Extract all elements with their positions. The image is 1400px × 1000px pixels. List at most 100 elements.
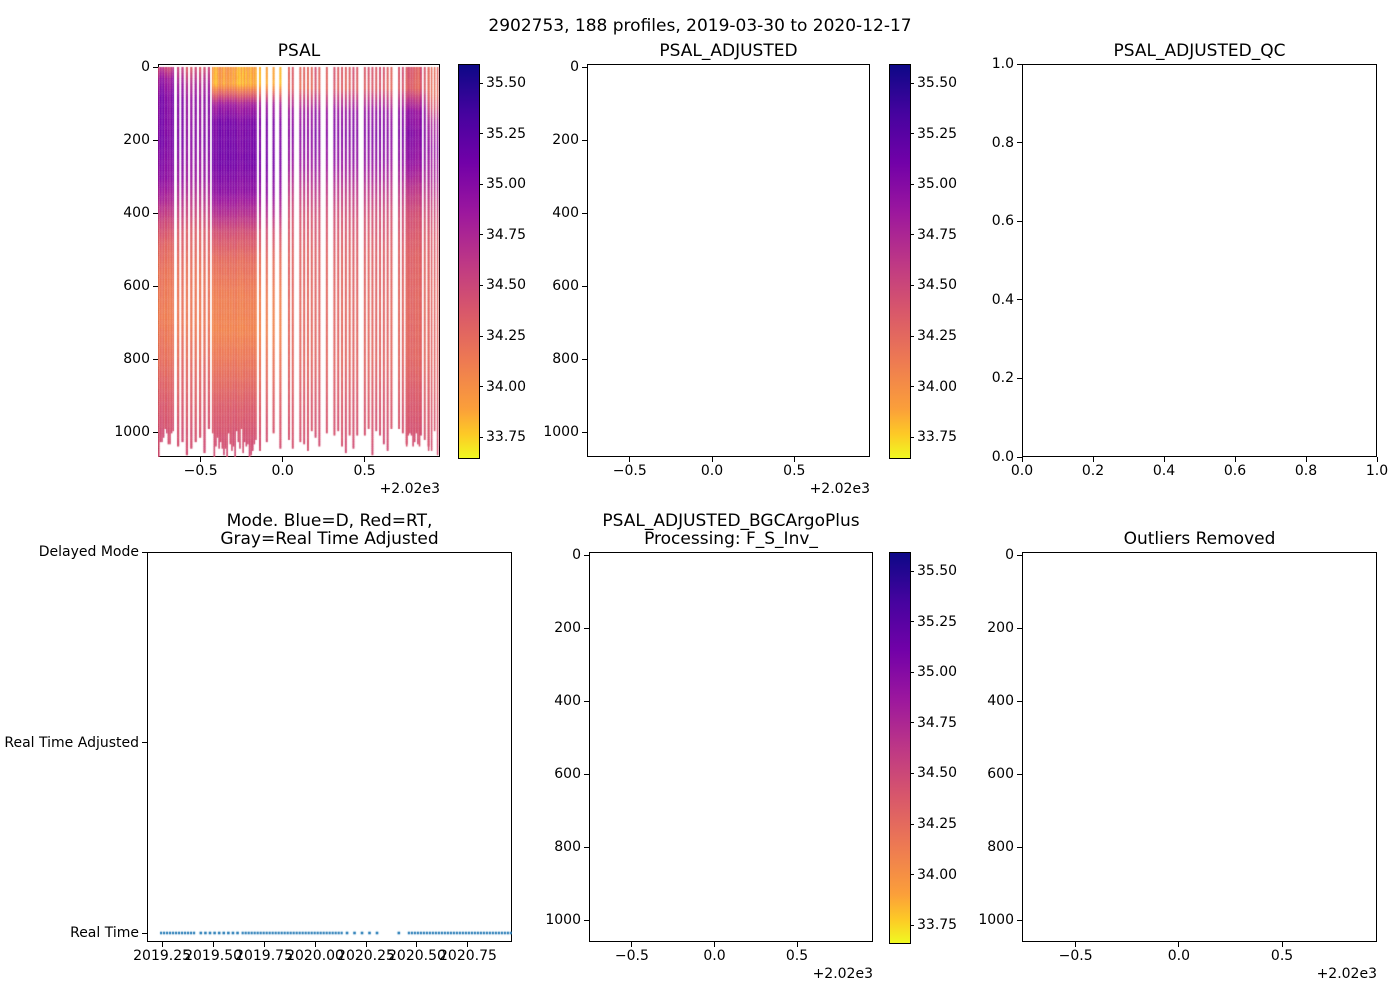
y-tick-mark [584, 773, 589, 775]
x-tick-label: 2020.25 [337, 948, 395, 964]
x-tick-mark [631, 942, 633, 947]
colorbar [458, 64, 480, 459]
y-tick-mark [582, 431, 587, 433]
y-tick-mark [582, 285, 587, 287]
x-tick-mark [793, 457, 795, 462]
y-tick-label: 800 [552, 351, 579, 368]
y-tick-label: 600 [552, 278, 579, 295]
y-tick-label: 200 [552, 132, 579, 149]
colorbar-tick-mark [910, 570, 914, 572]
y-tick-label: 0.2 [991, 370, 1014, 387]
y-tick-label: 400 [552, 205, 579, 222]
colorbar [889, 552, 911, 944]
y-tick-mark [1017, 220, 1022, 222]
y-tick-label: 400 [987, 693, 1014, 710]
colorbar-tick-mark [910, 823, 914, 825]
x-tick-mark [796, 942, 798, 947]
x-tick-mark [365, 942, 367, 947]
colorbar-tick-label: 35.00 [917, 664, 958, 681]
y-tick-label: 0 [570, 59, 579, 75]
x-offset-label: +2.02e3 [809, 481, 870, 497]
y-tick-mark [153, 66, 158, 68]
colorbar-tick-label: 34.00 [486, 378, 527, 395]
y-tick-label: 1000 [114, 424, 150, 441]
x-tick-mark [1234, 457, 1236, 462]
x-tick-mark [416, 942, 418, 947]
colorbar-tick-label: 33.75 [917, 917, 958, 934]
y-tick-mark [1017, 627, 1022, 629]
x-tick-mark [364, 457, 366, 462]
y-tick-mark [584, 627, 589, 629]
colorbar-tick-label: 34.50 [917, 277, 958, 294]
y-tick-mark [153, 431, 158, 433]
x-tick-label: 0.0 [271, 463, 294, 479]
y-tick-mark [1017, 846, 1022, 848]
x-tick-mark [1092, 457, 1094, 462]
y-tick-mark [1017, 299, 1022, 301]
colorbar-tick-label: 35.00 [486, 176, 527, 193]
x-tick-mark [314, 942, 316, 947]
y-tick-label: Real Time Adjusted [4, 734, 139, 751]
x-tick-label: 0.0 [700, 463, 724, 479]
colorbar-tick-mark [910, 671, 914, 673]
y-tick-mark [142, 551, 147, 553]
y-tick-label: 200 [123, 132, 150, 149]
psal-adjusted-bgc-title-line2: Processing: F_S_Inv_ [644, 529, 818, 549]
y-tick-mark [582, 358, 587, 360]
y-tick-label: 200 [987, 620, 1014, 637]
colorbar-tick-mark [910, 874, 914, 876]
colorbar-tick-mark [910, 284, 914, 286]
colorbar-tick-mark [479, 82, 483, 84]
y-tick-label: 1000 [978, 912, 1014, 929]
y-tick-mark [584, 700, 589, 702]
x-offset-label: +2.02e3 [812, 966, 873, 982]
colorbar [889, 64, 911, 459]
x-tick-mark [1178, 942, 1180, 947]
x-tick-label: 2019.50 [184, 948, 243, 964]
x-tick-mark [629, 457, 631, 462]
colorbar-tick-mark [910, 772, 914, 774]
y-tick-mark [153, 358, 158, 360]
colorbar-tick-mark [479, 284, 483, 286]
mode-title-line2: Gray=Real Time Adjusted [220, 529, 439, 549]
x-tick-mark [263, 942, 265, 947]
y-tick-label: 800 [123, 351, 150, 368]
y-tick-mark [1017, 63, 1022, 65]
y-tick-mark [142, 742, 147, 743]
x-tick-label: 0.6 [1223, 463, 1247, 479]
y-tick-mark [142, 932, 147, 934]
x-tick-label: 1.0 [1365, 463, 1389, 479]
x-tick-label: 2020.50 [388, 948, 446, 964]
colorbar-tick-label: 35.25 [917, 125, 958, 142]
x-tick-label: −0.5 [614, 948, 649, 964]
colorbar-tick-mark [910, 183, 914, 185]
y-tick-mark [584, 846, 589, 848]
x-offset-label: +2.02e3 [379, 481, 440, 497]
x-tick-label: −0.5 [612, 463, 647, 479]
y-tick-mark [582, 139, 587, 141]
outliers-removed-title: Outliers Removed [1123, 529, 1276, 549]
y-tick-label: Real Time [70, 925, 139, 941]
figure-suptitle: 2902753, 188 profiles, 2019-03-30 to 202… [488, 16, 912, 36]
x-tick-label: 0.0 [1167, 948, 1190, 964]
y-tick-label: 1.0 [991, 56, 1014, 72]
colorbar-tick-mark [910, 133, 914, 135]
colorbar-tick-mark [910, 386, 914, 388]
outliers-removed-plot-area [1022, 552, 1377, 942]
colorbar-tick-mark [910, 234, 914, 236]
colorbar-tick-label: 34.25 [917, 328, 958, 344]
colorbar-tick-mark [479, 133, 483, 135]
y-tick-label: 400 [123, 205, 150, 222]
mode-scatter-canvas [147, 552, 512, 942]
colorbar-tick-label: 33.75 [486, 429, 527, 446]
colorbar-tick-mark [479, 386, 483, 388]
x-tick-mark [1163, 457, 1165, 462]
y-tick-label: 0.8 [991, 134, 1014, 151]
y-tick-label: 400 [554, 693, 581, 710]
y-tick-label: 0 [1005, 547, 1014, 563]
colorbar-tick-label: 35.25 [486, 125, 527, 142]
colorbar-tick-mark [910, 924, 914, 926]
colorbar-tick-label: 34.75 [486, 226, 527, 243]
colorbar-tick-label: 35.50 [917, 563, 958, 579]
y-tick-label: 600 [554, 766, 581, 783]
